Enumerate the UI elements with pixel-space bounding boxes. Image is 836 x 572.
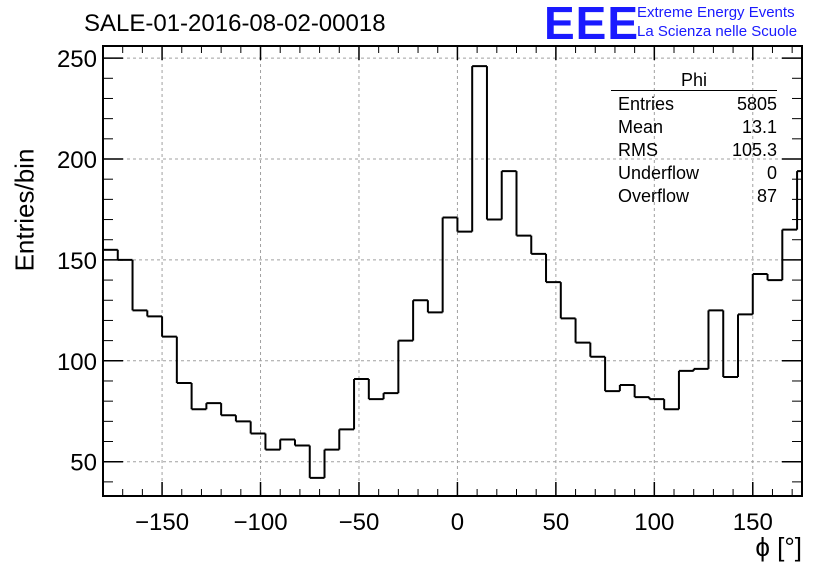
- tick-label-layer: −150 −100 −50 0 50 100 150 50 100 150 200 250: [57, 46, 773, 536]
- x-tick-label: −150: [135, 509, 189, 536]
- logo-caption-line1: Extreme Energy Events: [637, 4, 795, 21]
- stats-row-rms: RMS 105.3: [611, 139, 777, 162]
- stats-title: Phi: [611, 70, 777, 91]
- y-tick-label: 200: [57, 147, 97, 174]
- stats-value: 5805: [736, 94, 777, 114]
- histogram-bin: [205, 402, 222, 410]
- histogram-bin: [412, 299, 428, 341]
- histogram-bin: [234, 415, 251, 423]
- histogram-bin: [781, 228, 798, 281]
- stats-value: 13.1: [741, 117, 777, 137]
- histogram-bin: [618, 384, 635, 392]
- x-tick-label: 50: [543, 509, 570, 536]
- y-tick-label: 150: [57, 248, 97, 275]
- histogram-bin: [589, 342, 606, 358]
- histogram-bin: [456, 217, 473, 233]
- histogram-bin: [353, 377, 369, 430]
- x-tick-label: 100: [634, 509, 674, 536]
- histogram-bin: [397, 339, 414, 394]
- histogram-bin: [500, 170, 517, 220]
- logo-caption-line2: La Scienza nelle Scuole: [637, 23, 798, 40]
- tick-layer: [103, 46, 802, 496]
- histogram-bin: [663, 399, 679, 411]
- stats-label: RMS: [618, 140, 658, 160]
- histogram-bin: [161, 316, 177, 338]
- histogram-bin: [426, 300, 443, 314]
- histogram-bin: [722, 310, 739, 378]
- y-axis-label-text: Entries/bin: [9, 148, 40, 272]
- histogram-layer: [103, 65, 802, 479]
- histogram-bin: [131, 259, 148, 312]
- histogram-bin: [559, 282, 576, 320]
- x-tick-label: 0: [451, 509, 464, 536]
- histogram-bin: [293, 439, 310, 447]
- stats-row-underflow: Underflow 0: [611, 162, 777, 185]
- plot-frame: [102, 45, 803, 497]
- histogram-bin: [279, 438, 295, 450]
- histogram-bin: [471, 65, 487, 232]
- histogram-bin: [545, 253, 561, 284]
- x-axis-label: ϕ [°]: [755, 532, 802, 562]
- stats-value: 0: [766, 163, 777, 183]
- histogram-bin: [692, 367, 709, 371]
- histogram-bin: [751, 273, 768, 315]
- histogram-bin: [323, 448, 340, 478]
- stats-label: Underflow: [618, 163, 700, 183]
- histogram-bin: [707, 309, 724, 369]
- histogram-bin: [677, 369, 694, 410]
- stats-row-entries: Entries 5805: [611, 93, 777, 116]
- histogram-bin: [367, 378, 384, 401]
- histogram-bin: [633, 385, 650, 399]
- y-axis-label: Entries/bin: [8, 110, 42, 310]
- histogram-bin: [648, 397, 665, 401]
- eee-logo: EEE: [544, 0, 640, 49]
- histogram-bin: [574, 318, 591, 344]
- histogram-bin: [737, 313, 753, 377]
- y-tick-label: 50: [70, 450, 97, 477]
- logo-caption: Extreme Energy Events La Scienza nelle S…: [637, 3, 797, 41]
- stats-label: Mean: [618, 117, 664, 137]
- histogram-bin: [190, 382, 207, 411]
- stats-label: Overflow: [618, 186, 690, 206]
- grid-layer: [103, 46, 802, 496]
- stats-row-mean: Mean 13.1: [611, 116, 777, 139]
- x-tick-label: 150: [733, 509, 773, 536]
- stats-box: Phi Entries 5805 Mean 13.1 RMS 105.3 Und…: [611, 70, 777, 208]
- histogram-bin: [338, 428, 355, 450]
- stats-row-overflow: Overflow 87: [611, 185, 777, 208]
- histogram-bin: [249, 421, 266, 435]
- histogram-bin: [441, 216, 458, 313]
- histogram-bin: [530, 235, 547, 255]
- run-title: SALE-01-2016-08-02-00018: [84, 10, 386, 37]
- stats-value: 105.3: [731, 140, 777, 160]
- x-tick-label: −100: [233, 509, 287, 536]
- stats-label: Entries: [618, 94, 675, 114]
- histogram-bin: [264, 433, 281, 451]
- histogram-bin: [308, 445, 325, 479]
- histogram-bin: [485, 66, 502, 221]
- histogram-bin: [382, 392, 399, 400]
- histogram-bin: [766, 274, 783, 282]
- histogram-bin: [116, 249, 133, 261]
- x-tick-label: −50: [339, 509, 380, 536]
- histogram-bin: [146, 310, 163, 318]
- histogram-bin: [220, 403, 236, 417]
- y-tick-label: 100: [57, 349, 97, 376]
- y-tick-label: 250: [57, 46, 97, 73]
- histogram-bin: [515, 171, 532, 237]
- stats-value: 87: [756, 186, 777, 206]
- histogram-bin: [175, 336, 192, 384]
- histogram-bin: [604, 356, 620, 393]
